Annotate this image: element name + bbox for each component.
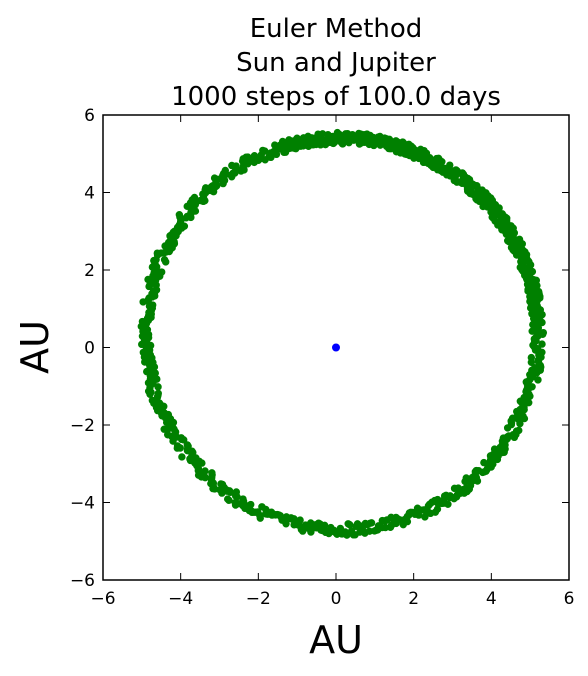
orbit-point [139,298,147,306]
series-sun [332,343,340,352]
orbit-point [198,459,206,467]
series-jupiter-orbit [137,128,548,539]
x-tick-label: −4 [168,589,193,609]
orbit-point [247,500,255,509]
orbit-point [527,353,536,362]
orbit-point [392,148,401,156]
y-tick-label: 4 [84,184,95,204]
chart-title-line-1: Euler Method [250,14,423,44]
x-tick-label: −6 [90,589,115,609]
sun-point [332,343,340,352]
orbit-point [515,426,523,435]
orbit-point [507,222,515,230]
orbit-point [314,130,322,138]
y-tick-label: −4 [70,494,95,514]
orbit-point [154,383,162,391]
orbit-point [219,179,227,188]
orbit-point [146,390,154,398]
orbit-point [271,141,279,149]
tick-marks [102,114,570,581]
orbit-point [279,143,287,152]
orbit-point [346,521,354,529]
plot-area [137,128,548,539]
orbit-point [278,137,287,146]
x-tick-label: 4 [486,589,497,609]
orbit-point [320,521,329,530]
orbit-point [169,437,177,445]
orbit-point [534,376,542,384]
orbit-point [367,519,376,527]
orbit-point [180,436,188,444]
orbit-point [458,179,467,187]
orbit-point [178,453,186,461]
orbit-point [201,473,209,482]
orbit-point [524,285,532,294]
x-tick-label: −2 [246,589,271,609]
y-tick-label: 2 [84,261,95,281]
orbit-point [324,131,332,139]
x-axis-label: AU [309,618,363,662]
orbit-point [444,500,452,508]
chart-title-line-2: Sun and Jupiter [236,48,436,78]
y-tick-label: −2 [70,416,95,436]
orbit-point [282,520,290,528]
orbit-point [466,187,474,195]
orbit-point [528,310,536,318]
x-tick-labels: −6 −4 −2 0 2 4 6 [90,589,574,609]
orbit-point [176,444,184,452]
orbit-point [183,202,191,211]
orbit-point [225,496,233,504]
y-tick-label: 0 [84,339,95,359]
orbit-point [162,258,170,266]
orbit-point [474,185,483,194]
y-tick-labels: −6 −4 −2 0 2 4 6 [70,106,95,591]
y-tick-label: −6 [70,571,95,591]
orbit-point [296,516,304,524]
x-tick-label: 0 [331,589,342,609]
chart-title-line-3: 1000 steps of 100.0 days [171,82,501,112]
y-tick-label: 6 [84,106,95,126]
orbit-point [433,166,442,174]
orbit-point [538,340,546,348]
orbit-point [228,161,236,170]
x-tick-label: 6 [564,589,575,609]
orbit-point [145,282,153,291]
orbit-point [539,328,548,337]
orbit-point [256,514,264,522]
y-axis-label: AU [13,320,57,374]
orbit-point [420,146,428,155]
x-tick-label: 2 [408,589,419,609]
